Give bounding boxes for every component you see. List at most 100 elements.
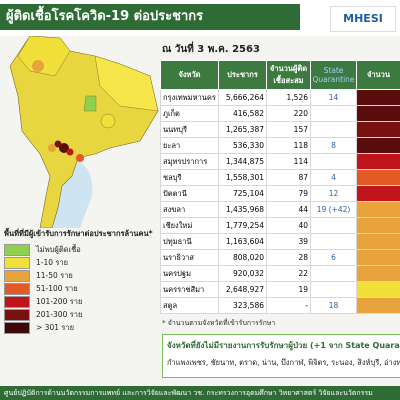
table-row: นครราชสีมา 2,648,927 19 xyxy=(160,281,400,298)
province: นครปฐม xyxy=(160,265,219,282)
bangkok xyxy=(59,143,69,153)
legend-item: ไม่พบผู้ติดเชื้อ xyxy=(4,243,154,256)
state-quarantine xyxy=(310,233,357,250)
cases: 19 xyxy=(266,281,311,298)
nonthaburi xyxy=(54,140,62,148)
title: ผู้ติดเชื้อโรคโควิด-19 ต่อประชากร xyxy=(0,4,300,30)
level-cell xyxy=(356,233,400,250)
province: ยะลา xyxy=(160,137,219,154)
table-row: นนทบุรี 1,265,387 157 xyxy=(160,121,400,138)
legend-swatch xyxy=(4,308,30,321)
level-cell xyxy=(356,121,400,138)
province: สงขลา xyxy=(160,201,219,218)
footer: ศูนย์ปฏิบัติการด้านนวัตกรรมการแพทย์ และก… xyxy=(0,386,400,400)
state-quarantine xyxy=(310,265,357,282)
province: สมุทรปราการ xyxy=(160,153,219,170)
legend-swatch xyxy=(4,321,30,334)
population: 416,582 xyxy=(218,105,267,122)
level-cell xyxy=(356,105,400,122)
level-cell xyxy=(356,297,400,314)
level-cell xyxy=(356,249,400,266)
population: 1,344,875 xyxy=(218,153,267,170)
cases: 44 xyxy=(266,201,311,218)
samutprakan xyxy=(66,148,74,156)
legend-title: พื้นที่ที่มีผู้เข้ารับการรักษาต่อประชากร… xyxy=(4,229,153,238)
province: นครราชสีมา xyxy=(160,281,219,298)
legend-swatch xyxy=(4,295,30,308)
notice-heading: จังหวัดที่ยังไม่มีรายงานการรับรักษาผู้ป่… xyxy=(167,341,400,350)
cases: 1,526 xyxy=(266,89,311,106)
table-row: ยะลา 536,330 118 8 xyxy=(160,137,400,154)
population: 1,435,968 xyxy=(218,201,267,218)
table: จังหวัด ประชากร จำนวนผู้ติดเชื้อสะสม State … xyxy=(160,60,400,314)
northeast xyxy=(94,55,159,112)
legend-label: 51-100 ราย xyxy=(36,283,78,293)
legend-item: 1-10 ราย xyxy=(4,256,154,269)
legend-item: 201-300 ราย xyxy=(4,308,154,321)
table-row: กรุงเทพมหานคร 5,666,264 1,526 14 xyxy=(160,89,400,106)
level-cell xyxy=(356,217,400,234)
cases: 40 xyxy=(266,217,311,234)
population: 1,163,604 xyxy=(218,233,267,250)
legend-label: ไม่พบผู้ติดเชื้อ xyxy=(36,244,81,254)
legend-label: 11-50 ราย xyxy=(36,270,73,280)
table-header: จังหวัด ประชากร จำนวนผู้ติดเชื้อสะสม State … xyxy=(160,60,400,90)
level-cell xyxy=(356,169,400,186)
table-row: นราธิวาส 808,020 28 6 xyxy=(160,249,400,266)
legend-swatch xyxy=(4,243,30,256)
population: 2,648,927 xyxy=(218,281,267,298)
legend-item: 11-50 ราย xyxy=(4,269,154,282)
chiangmai xyxy=(32,60,44,72)
table-row: สตูล 323,586-18 xyxy=(160,297,400,314)
legend-label: 201-300 ราย xyxy=(36,309,83,319)
population: 323,586 xyxy=(218,297,267,314)
cases: 87 xyxy=(266,169,311,186)
legend-swatch xyxy=(4,256,30,269)
state-quarantine xyxy=(310,217,357,234)
korat xyxy=(100,113,116,129)
table-row: นครปฐม 920,032 22 xyxy=(160,265,400,282)
level-cell xyxy=(356,281,400,298)
legend-label: 101-200 ราย xyxy=(36,296,83,306)
population: 1,779,254 xyxy=(218,217,267,234)
note: * จำนวนตามจังหวัดที่เข้ารับการรักษา xyxy=(162,319,276,327)
table-row: สมุทรปราการ 1,344,875 114 xyxy=(160,153,400,170)
state-quarantine: 6 xyxy=(310,249,357,266)
province: นนทบุรี xyxy=(160,121,219,138)
table-row: ปทุมธานี 1,163,604 39 xyxy=(160,233,400,250)
legend-swatch xyxy=(4,269,30,282)
cases: - xyxy=(266,297,311,314)
level-cell xyxy=(356,265,400,282)
no-case xyxy=(83,95,97,112)
table-body: กรุงเทพมหานคร 5,666,264 1,526 14 ภูเก็ต 416,5… xyxy=(160,89,400,314)
cases: 22 xyxy=(266,265,311,282)
legend-item: 101-200 ราย xyxy=(4,295,154,308)
state-quarantine xyxy=(310,281,357,298)
legend-label: > 301 ราย xyxy=(36,322,75,332)
population: 1,558,301 xyxy=(218,169,267,186)
state-quarantine: 12 xyxy=(310,185,357,202)
population: 725,104 xyxy=(218,185,267,202)
legend-item: > 301 ราย xyxy=(4,321,154,334)
province: ปัตตานี xyxy=(160,185,219,202)
north xyxy=(17,36,71,77)
nakhonpathom xyxy=(48,144,56,152)
notice: จังหวัดที่ยังไม่มีรายงานการรับรักษาผู้ป่… xyxy=(162,334,400,378)
level-cell xyxy=(356,89,400,106)
cases: 79 xyxy=(266,185,311,202)
table-row: ปัตตานี 725,104 79 12 xyxy=(160,185,400,202)
legend-swatch xyxy=(4,282,30,295)
column-header: State Quarantine xyxy=(310,60,357,90)
state-quarantine: 19 (+42) xyxy=(310,201,357,218)
level-cell xyxy=(356,137,400,154)
column-header: จำนวนผู้ติดเชื้อสะสม xyxy=(266,60,311,90)
population: 1,265,387 xyxy=(218,121,267,138)
column-header: ประชากร xyxy=(218,60,267,90)
population: 920,032 xyxy=(218,265,267,282)
notice-body: กำแพงเพชร, ชัยนาท, ตราด, น่าน, บึงกาฬ, พ… xyxy=(167,358,400,367)
state-quarantine xyxy=(310,153,357,170)
population: 5,666,264 xyxy=(218,89,267,106)
cases: 118 xyxy=(266,137,311,154)
state-quarantine: 8 xyxy=(310,137,357,154)
